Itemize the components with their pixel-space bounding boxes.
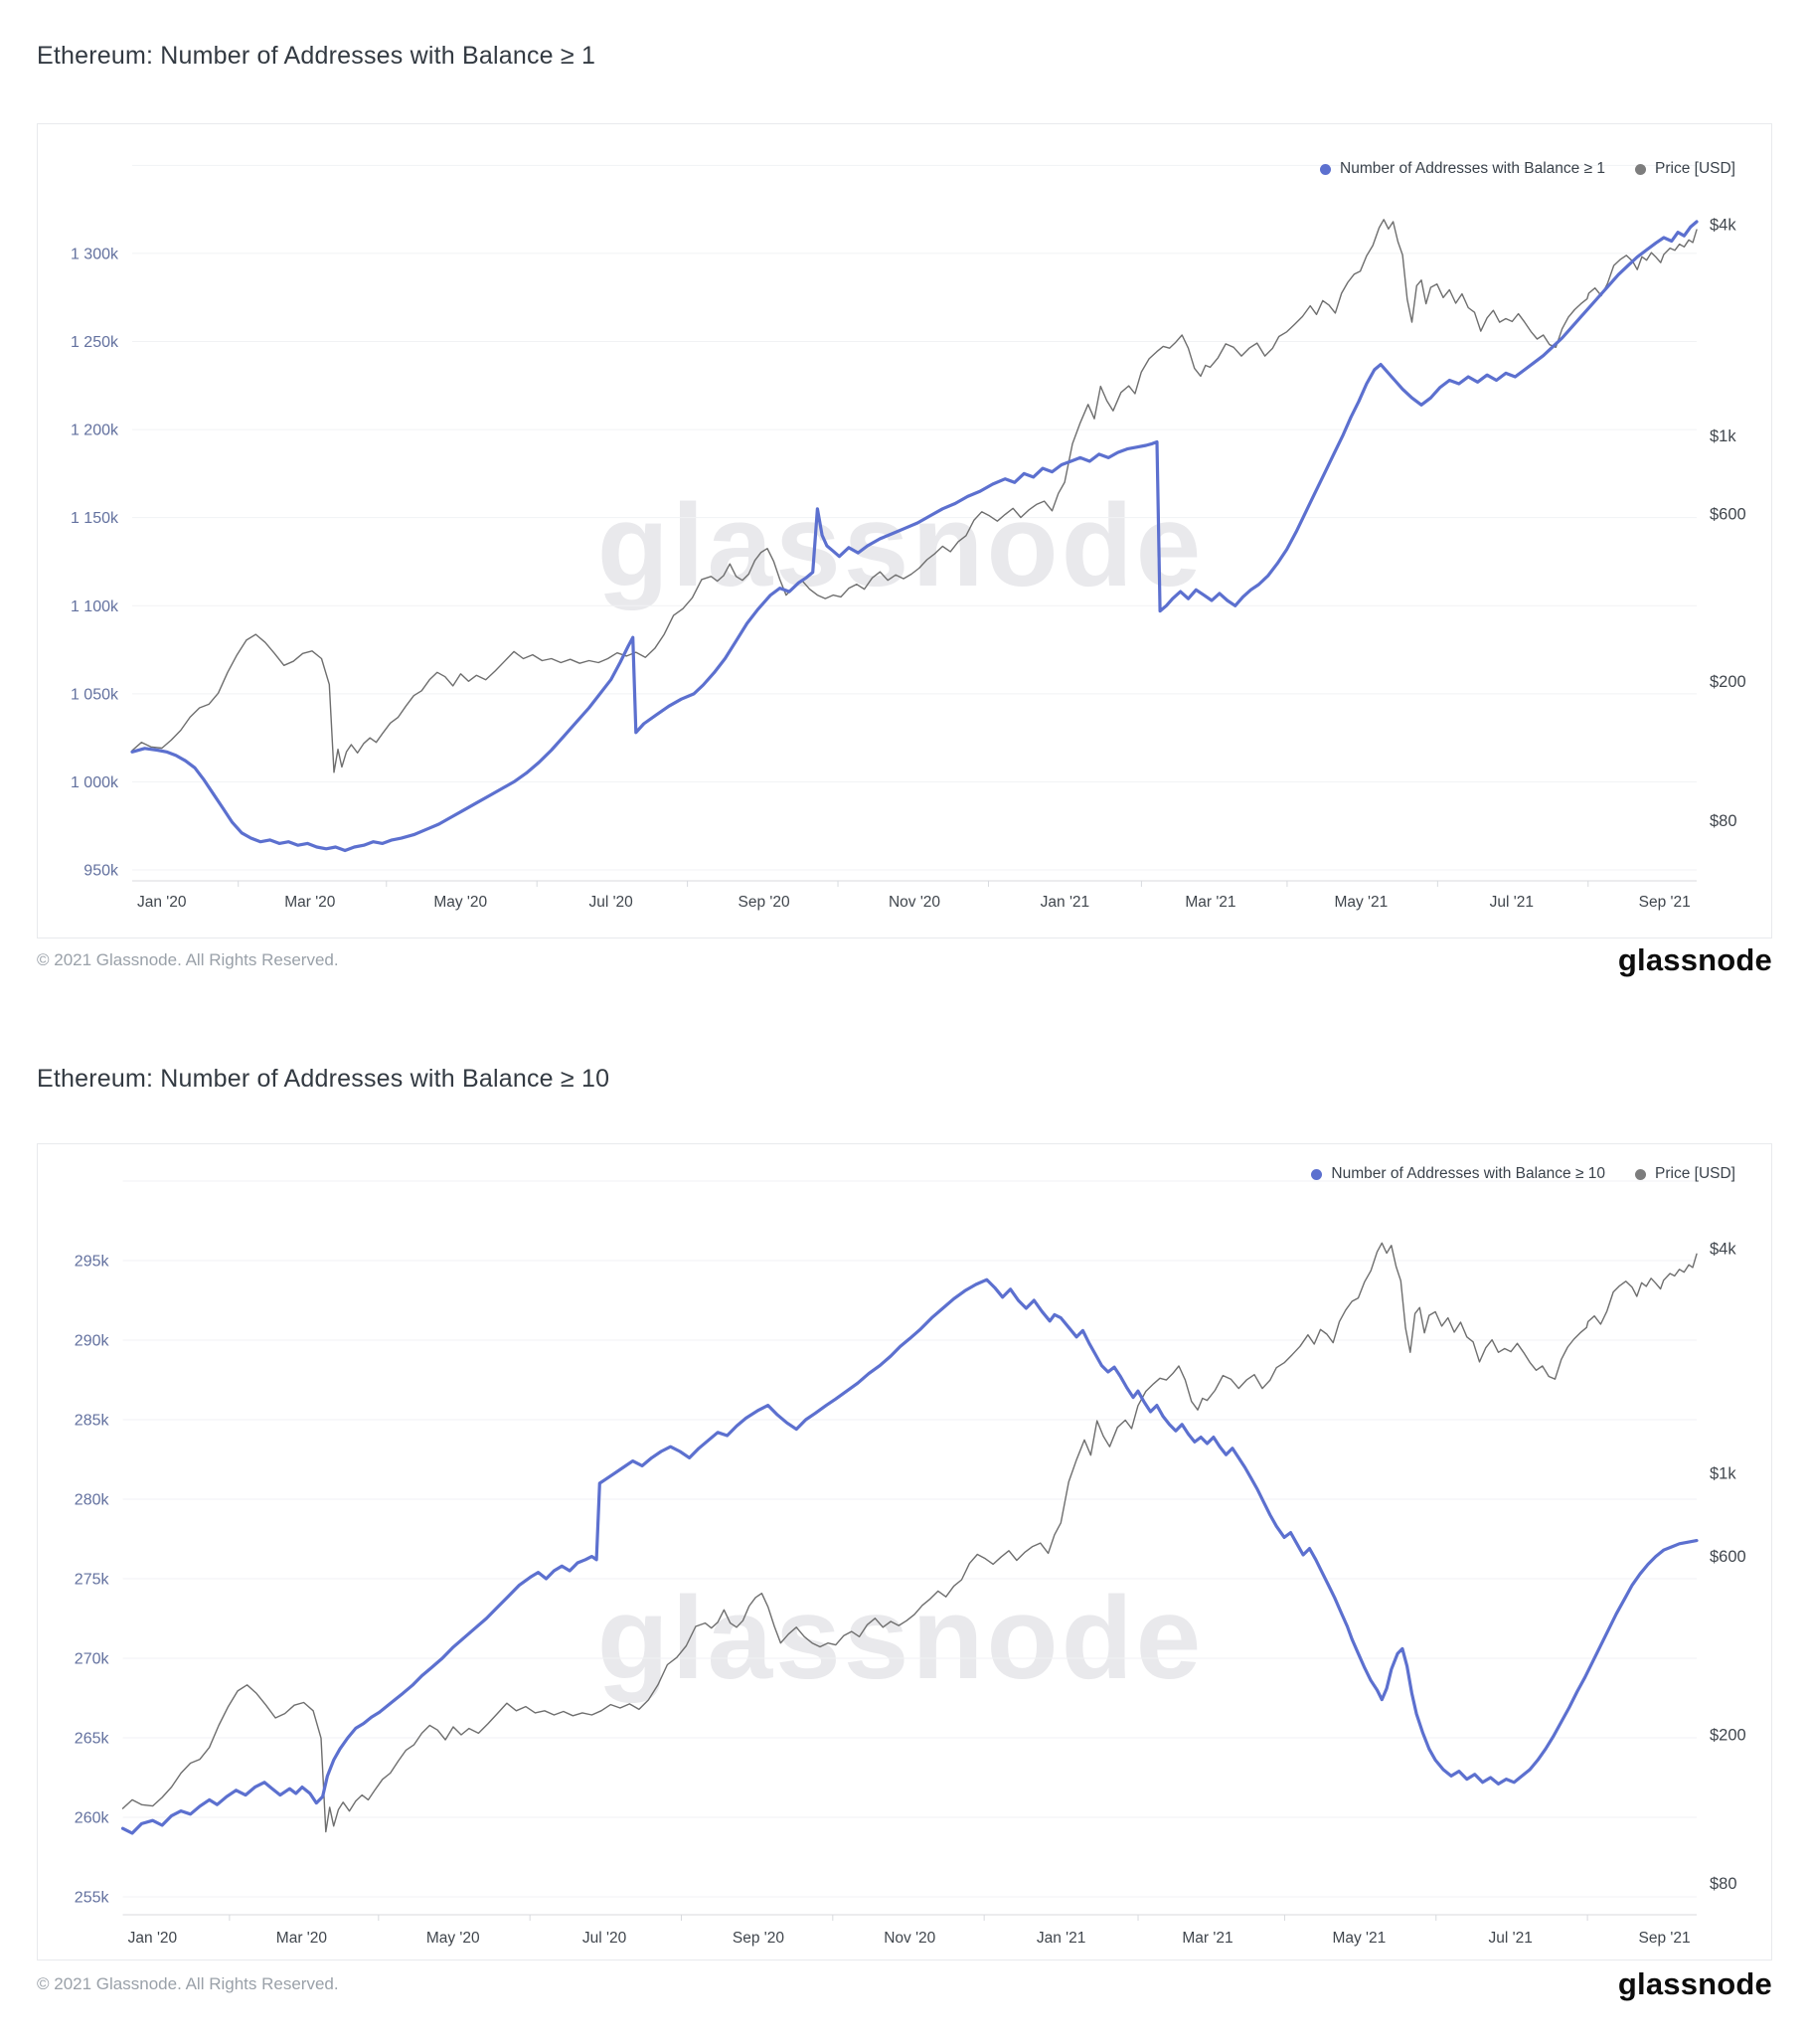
y-axis-left-label: 1 300k [71, 246, 119, 262]
chart2-card: Number of Addresses with Balance ≥ 10 Pr… [37, 1143, 1772, 1960]
y-axis-right-label: $1k [1710, 427, 1736, 445]
chart2-legend: Number of Addresses with Balance ≥ 10 Pr… [1311, 1165, 1735, 1183]
x-axis-label: Mar '20 [276, 1930, 328, 1947]
chart1-plot-area[interactable]: glassnode 1 300k 1 250k 1 200k 1 150k 1 100k 1… [38, 124, 1771, 937]
price-line [131, 219, 1698, 773]
y-axis-left-label: 1 000k [71, 774, 119, 791]
y-axis-left-label: 260k [75, 1810, 110, 1827]
x-axis-label: Sep '20 [739, 894, 790, 911]
x-axis-label: Mar '21 [1182, 1930, 1233, 1947]
x-axis-label: Jul '21 [1489, 1930, 1533, 1947]
y-axis-left-label: 285k [75, 1413, 110, 1430]
y-axis-left-label: 275k [75, 1572, 110, 1589]
chart2-footer: © 2021 Glassnode. All Rights Reserved. g… [37, 1966, 1772, 2002]
legend-item-price-2[interactable]: Price [USD] [1635, 1165, 1735, 1183]
y-axis-left-label: 265k [75, 1731, 110, 1748]
chart2-title: Ethereum: Number of Addresses with Balan… [37, 1065, 610, 1093]
copyright-text-1: © 2021 Glassnode. All Rights Reserved. [37, 950, 339, 969]
x-axis-label: May '20 [426, 1930, 480, 1947]
chart1-legend: Number of Addresses with Balance ≥ 1 Pri… [1320, 160, 1735, 178]
legend-dot-price-icon [1635, 163, 1647, 175]
x-axis-label: Nov '20 [884, 1930, 935, 1947]
x-axis-label: Jan '20 [128, 1930, 178, 1947]
x-axis-label: May '21 [1332, 1930, 1386, 1947]
y-axis-right-label: $80 [1710, 1875, 1737, 1893]
x-axis-label: Jan '21 [1037, 1930, 1086, 1947]
x-axis-label: Mar '21 [1185, 894, 1235, 911]
x-axis-label: May '20 [433, 894, 487, 911]
chart1-card: Number of Addresses with Balance ≥ 1 Pri… [37, 123, 1772, 938]
chart2-plot-area[interactable]: glassnode 295k 290k 285k 280k 275k 270k 265k 260… [38, 1144, 1771, 1959]
watermark: glassnode [597, 1573, 1205, 1704]
copyright-text-2: © 2021 Glassnode. All Rights Reserved. [37, 1974, 339, 1993]
y-axis-left-label: 295k [75, 1254, 110, 1271]
y-axis-left-label: 280k [75, 1492, 110, 1509]
x-axis-label: Mar '20 [284, 894, 336, 911]
glassnode-logo-1: glassnode [1617, 942, 1772, 977]
y-axis-left-label: 950k [83, 863, 119, 880]
chart1-title: Ethereum: Number of Addresses with Balan… [37, 42, 596, 70]
y-axis-left-label: 1 200k [71, 423, 119, 439]
legend-dot-price-icon [1635, 1168, 1647, 1180]
x-axis-label: May '21 [1334, 894, 1388, 911]
x-axis-label: Nov '20 [889, 894, 940, 911]
watermark: glassnode [597, 480, 1205, 611]
y-axis-left-label: 290k [75, 1333, 110, 1350]
legend-label-addresses-1: Number of Addresses with Balance ≥ 1 [1340, 160, 1606, 177]
x-axis-label: Jan '20 [137, 894, 187, 911]
addresses-line [120, 1278, 1699, 1835]
y-axis-right-label: $1k [1710, 1465, 1736, 1483]
legend-dot-addresses-icon [1320, 163, 1332, 175]
x-axis-label: Jan '21 [1041, 894, 1090, 911]
x-axis-label: Sep '21 [1639, 894, 1691, 911]
y-axis-right-label: $4k [1710, 217, 1736, 235]
price-line [121, 1242, 1698, 1833]
legend-label-price-2: Price [USD] [1655, 1165, 1735, 1182]
glassnode-logo-2: glassnode [1617, 1966, 1772, 2001]
x-axis-label: Jul '21 [1490, 894, 1534, 911]
y-axis-left-label: 255k [75, 1890, 110, 1907]
y-axis-right-label: $200 [1710, 1726, 1746, 1744]
x-axis-label: Sep '20 [733, 1930, 784, 1947]
x-axis-label: Jul '20 [582, 1930, 627, 1947]
y-axis-left-label: 1 100k [71, 598, 119, 615]
y-axis-right-label: $4k [1710, 1240, 1736, 1258]
legend-dot-addresses-icon [1311, 1168, 1323, 1180]
legend-item-addresses-1[interactable]: Number of Addresses with Balance ≥ 1 [1320, 160, 1605, 178]
y-axis-left-label: 270k [75, 1651, 110, 1668]
legend-item-price-1[interactable]: Price [USD] [1635, 160, 1735, 178]
legend-label-addresses-10: Number of Addresses with Balance ≥ 10 [1331, 1165, 1606, 1182]
x-axis-label: Sep '21 [1638, 1930, 1690, 1947]
chart1-footer: © 2021 Glassnode. All Rights Reserved. g… [37, 942, 1772, 978]
y-axis-right-label: $200 [1710, 673, 1746, 691]
y-axis-right-label: $80 [1710, 812, 1737, 830]
y-axis-right-label: $600 [1710, 1548, 1746, 1566]
legend-item-addresses-10[interactable]: Number of Addresses with Balance ≥ 10 [1311, 1165, 1605, 1183]
y-axis-left-label: 1 050k [71, 686, 119, 703]
y-axis-right-label: $600 [1710, 505, 1746, 523]
y-axis-left-label: 1 150k [71, 510, 119, 527]
y-axis-left-label: 1 250k [71, 334, 119, 351]
addresses-line [130, 220, 1699, 853]
x-axis-label: Jul '20 [588, 894, 633, 911]
legend-label-price-1: Price [USD] [1655, 160, 1735, 177]
